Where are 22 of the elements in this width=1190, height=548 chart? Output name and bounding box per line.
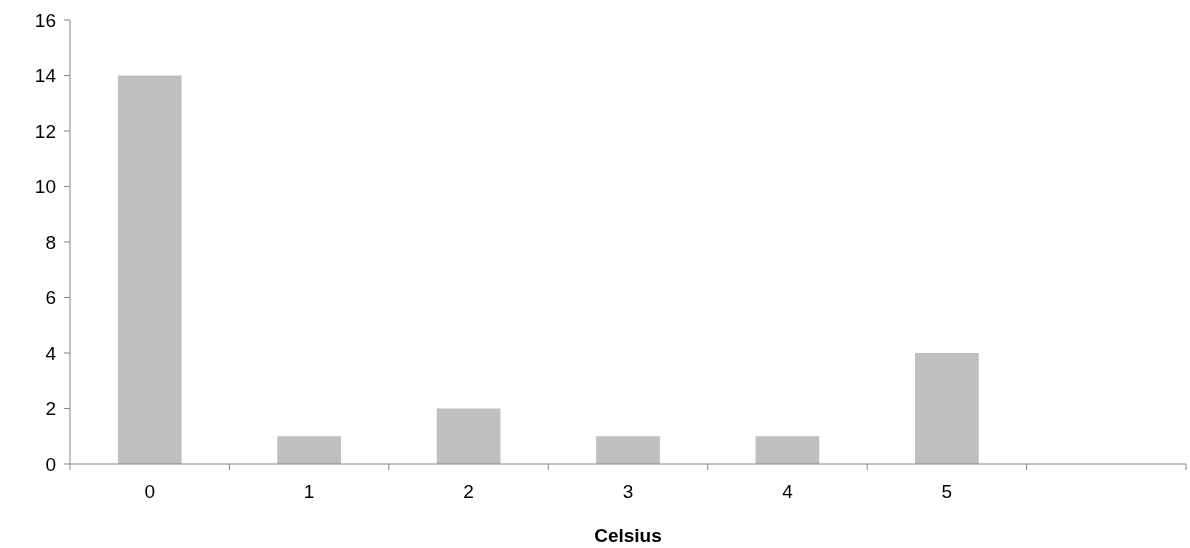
bar <box>596 436 660 464</box>
y-tick-label: 12 <box>34 120 56 142</box>
y-tick-label: 2 <box>45 398 56 420</box>
bar <box>117 75 182 464</box>
x-tick-label: 1 <box>303 481 315 502</box>
y-tick-label: 0 <box>45 453 56 475</box>
y-tick-label: 4 <box>45 342 57 364</box>
bar <box>914 353 979 464</box>
bar <box>436 408 501 464</box>
bar <box>277 436 342 464</box>
y-tick-label: 6 <box>45 287 56 309</box>
x-tick-label: 2 <box>463 481 474 502</box>
y-tick-label: 8 <box>45 231 56 253</box>
x-tick-label: 5 <box>941 481 953 502</box>
y-tick-label: 10 <box>34 176 56 198</box>
x-axis-title: Celsius <box>594 525 662 546</box>
x-tick-label: 3 <box>622 481 634 502</box>
y-tick-label: 14 <box>34 65 57 87</box>
bar <box>755 436 820 464</box>
x-tick-label: 4 <box>782 481 794 502</box>
y-tick-label: 16 <box>34 9 56 31</box>
x-tick-label: 0 <box>144 481 155 502</box>
